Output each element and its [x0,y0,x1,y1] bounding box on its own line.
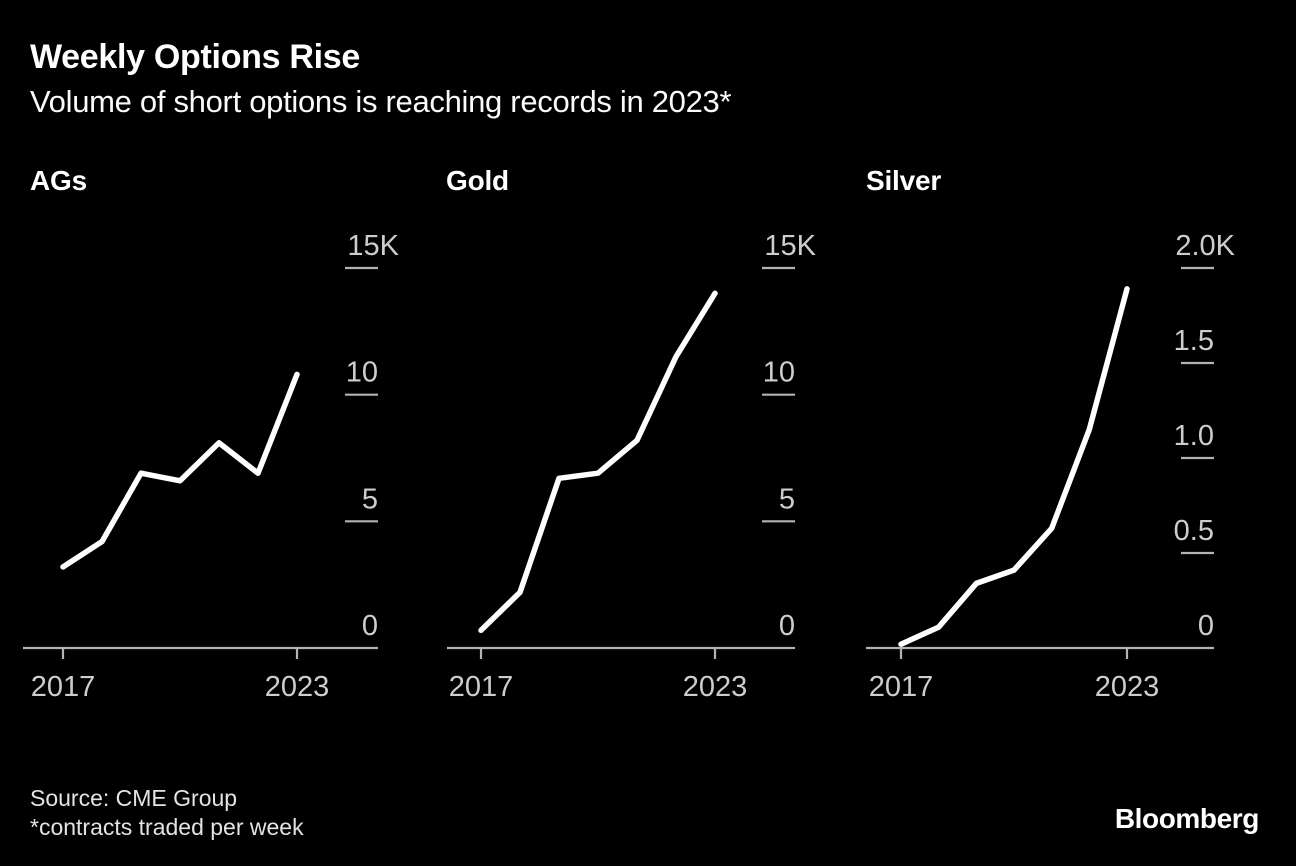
y-tick-label-ags: 0 [362,610,378,642]
x-tick-label-gold: 2023 [683,671,748,703]
y-tick-label-gold: 10 [763,357,795,389]
source-note: Source: CME Group [30,785,238,811]
y-tick-label-ags: 5 [362,483,378,515]
x-tick-label-silver: 2017 [869,671,934,703]
x-tick-label-gold: 2017 [449,671,514,703]
x-tick-label-silver: 2023 [1095,671,1160,703]
y-tick-label-ags: 10 [346,357,378,389]
footnote: *contracts traded per week [30,814,304,840]
panel-title-gold: Gold [446,165,509,196]
y-tick-label-silver: 0 [1198,610,1214,642]
y-tick-label-gold: 5 [779,483,795,515]
bloomberg-logo: Bloomberg [1114,803,1260,834]
x-tick-label-ags: 2017 [31,671,96,703]
panel-title-silver: Silver [866,165,942,196]
y-tick-label-gold: 0 [779,610,795,642]
y-tick-label-gold: 15K [764,230,816,262]
y-tick-label-silver: 2.0K [1175,230,1235,262]
data-line-silver [898,286,1130,647]
data-line-gold [478,290,718,634]
y-tick-label-silver: 1.0 [1174,420,1214,452]
x-tick-label-ags: 2023 [265,671,330,703]
chart-title: Weekly Options Rise [30,38,361,76]
chart-subtitle: Volume of short options is reaching reco… [30,84,732,119]
y-tick-label-ags: 15K [347,230,399,262]
y-tick-label-silver: 1.5 [1174,325,1214,357]
data-line-ags [60,371,300,570]
panel-title-ags: AGs [30,165,87,196]
y-tick-label-silver: 0.5 [1174,515,1214,547]
